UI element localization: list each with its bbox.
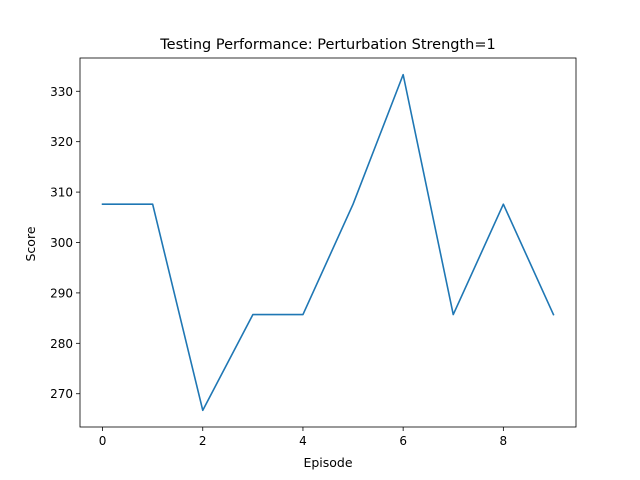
y-tick-label: 270 [50,387,73,401]
x-tick-label: 0 [99,434,107,448]
chart-title: Testing Performance: Perturbation Streng… [159,37,495,53]
y-tick-label: 300 [50,236,73,250]
x-tick-label: 4 [299,434,307,448]
y-tick-label: 280 [50,337,73,351]
x-tick-label: 8 [500,434,508,448]
y-tick-label: 290 [50,286,73,300]
x-tick-label: 2 [199,434,207,448]
x-tick-label: 6 [399,434,407,448]
y-tick-label: 320 [50,135,73,149]
y-tick-label: 330 [50,85,73,99]
y-axis-label: Score [23,226,38,261]
x-axis-label: Episode [303,455,352,470]
y-tick-label: 310 [50,186,73,200]
